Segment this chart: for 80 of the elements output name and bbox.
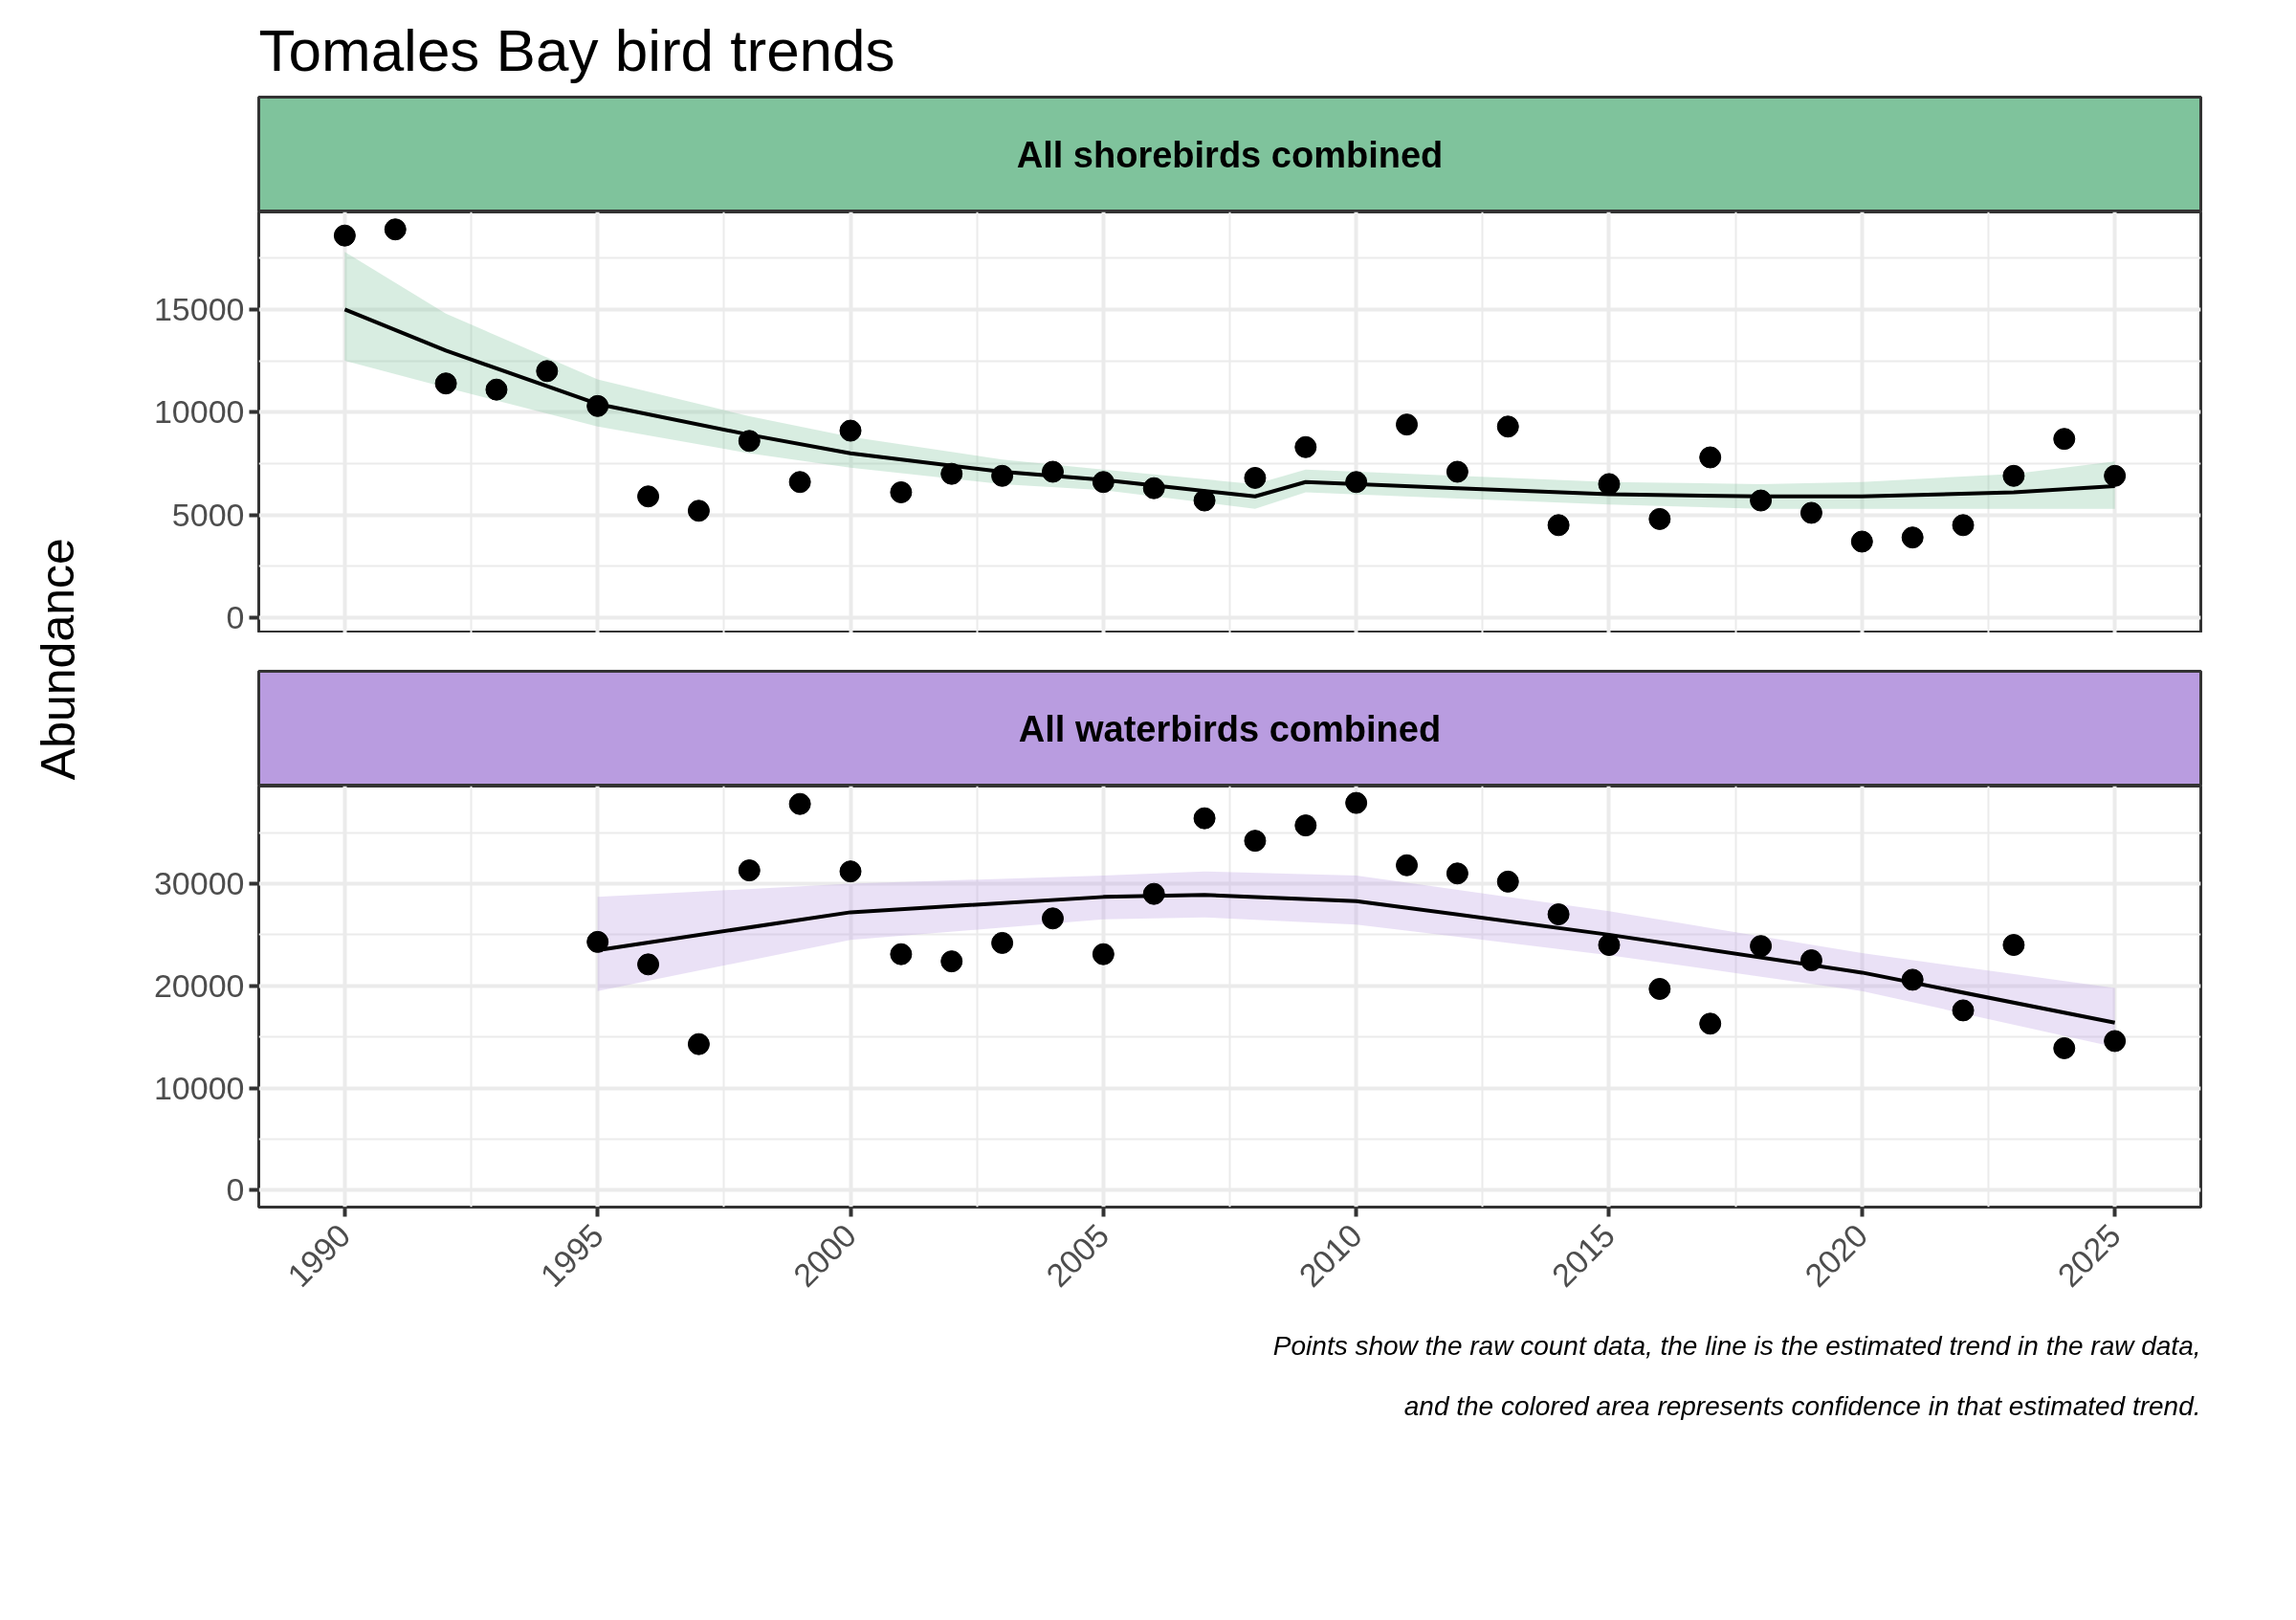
point [1396, 413, 1419, 436]
y-tick-label: 30000 [153, 864, 245, 901]
point [1345, 471, 1368, 494]
y-tick-label: 20000 [153, 966, 245, 1004]
point [940, 950, 963, 973]
point [1799, 949, 1822, 972]
point [1648, 978, 1671, 1000]
y-tick-label: 5000 [171, 496, 245, 533]
point [2104, 464, 2127, 487]
point [1294, 435, 1317, 458]
y-tick-label: 10000 [153, 1069, 245, 1106]
point [1496, 415, 1519, 438]
point [687, 1032, 710, 1055]
point [738, 430, 761, 453]
y-tick-label: 0 [226, 598, 245, 635]
point [1699, 1012, 1722, 1035]
point [890, 943, 913, 965]
point [1446, 460, 1468, 483]
point [1901, 526, 1924, 549]
point [890, 481, 913, 503]
y-tick-label: 15000 [153, 290, 245, 327]
chart-subtitle: All waterbirds combined [1018, 708, 1442, 749]
point [1699, 446, 1722, 469]
point [1244, 830, 1267, 853]
point [1446, 862, 1468, 885]
point [839, 419, 862, 442]
point [991, 931, 1014, 954]
point [1041, 907, 1064, 930]
point [2002, 464, 2025, 487]
point [1952, 999, 1975, 1022]
point [1598, 934, 1621, 957]
point [637, 485, 660, 508]
point [1193, 489, 1216, 512]
point [1496, 870, 1519, 893]
point [1547, 514, 1570, 537]
point [839, 860, 862, 883]
point [586, 930, 609, 953]
point [1345, 791, 1368, 814]
point [788, 471, 811, 494]
point [1750, 489, 1773, 512]
point [1648, 507, 1671, 530]
point [940, 462, 963, 485]
y-tick-label: 10000 [153, 393, 245, 431]
point [1244, 466, 1267, 489]
point [1193, 807, 1216, 830]
point [1142, 477, 1165, 499]
y-axis-title: Abundance [31, 538, 85, 781]
point [2002, 934, 2025, 957]
point [1952, 514, 1975, 537]
point [991, 464, 1014, 487]
point [586, 394, 609, 417]
y-tick-label: 0 [226, 1171, 245, 1209]
point [1142, 882, 1165, 905]
point [2104, 1030, 2127, 1053]
point [1294, 814, 1317, 837]
point [1901, 968, 1924, 991]
point [788, 792, 811, 815]
point [485, 378, 508, 401]
point [1396, 854, 1419, 877]
point [687, 499, 710, 522]
point [2053, 428, 2076, 451]
point [434, 372, 457, 395]
point [1850, 530, 1873, 553]
point [1547, 903, 1570, 926]
text: Points show the raw count data, the line is the estimated trend in the raw data, [1272, 1330, 2201, 1361]
chart-subtitle: All shorebirds combined [1016, 134, 1444, 175]
point [637, 953, 660, 976]
point [2053, 1036, 2076, 1059]
point [536, 360, 559, 383]
text: and the colored area represents confidence in that estimated trend. [1403, 1390, 2201, 1421]
point [1092, 943, 1115, 965]
chart-title: Tomales Bay bird trends [258, 16, 895, 83]
point [1041, 460, 1064, 483]
point [384, 218, 407, 241]
point [738, 859, 761, 882]
point [333, 224, 356, 247]
point [1598, 473, 1621, 496]
point [1799, 501, 1822, 524]
point [1092, 471, 1115, 494]
point [1750, 935, 1773, 958]
